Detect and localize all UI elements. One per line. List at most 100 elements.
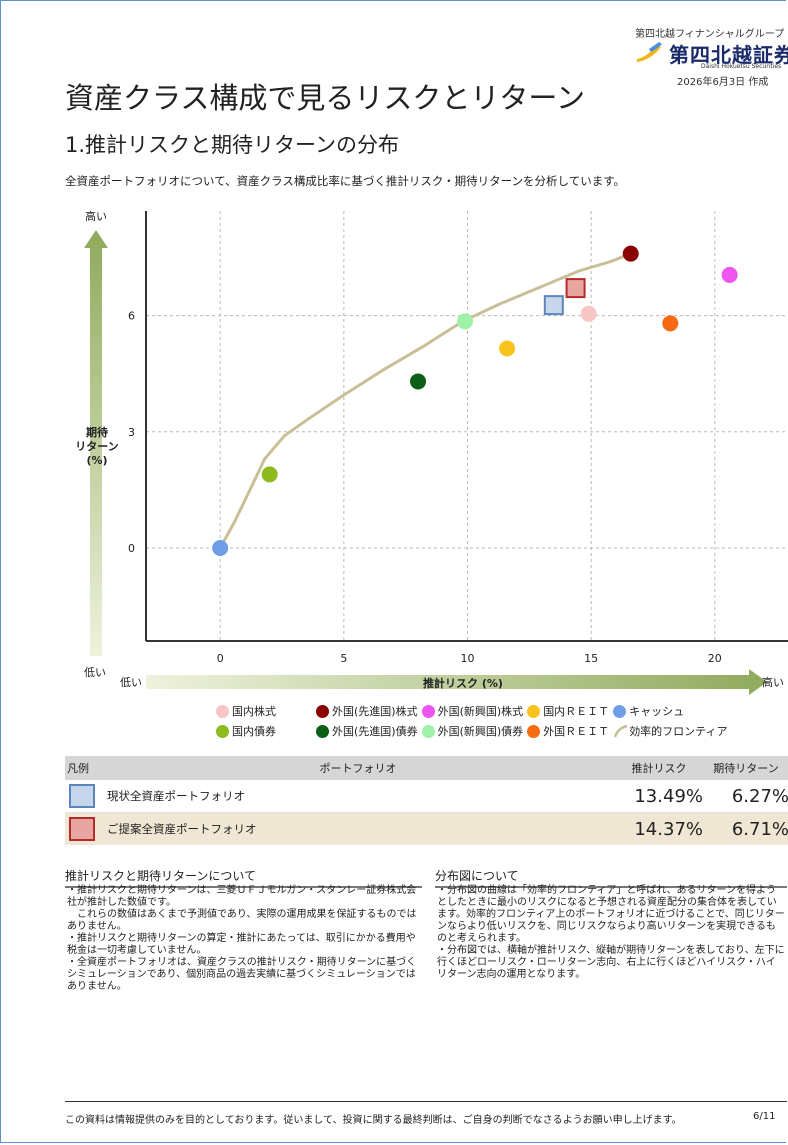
asset-point [662, 315, 679, 332]
created-date: 2026年6月3日 作成 [677, 77, 769, 88]
legend-label: 外国(先進国)株式 [332, 705, 418, 718]
legend-item: 国内株式 [216, 703, 276, 719]
note-left-bullet: これらの数値はあくまで予測値であり、実際の運用成果を保証するものではありません。 [67, 909, 417, 932]
legend-marker [216, 704, 229, 718]
portfolio-point [565, 278, 586, 299]
y-tick-label: 6 [128, 310, 135, 323]
note-right-body: ・分布図の曲線は「効率的フロンティア」と呼ばれ、あるリターンを得ようとしたときに… [437, 885, 785, 981]
note-left-bullet: ・全資産ポートフォリオは、資産クラスの推計リスク・期待リターンに基づくシミュレー… [67, 957, 417, 992]
footer-divider [65, 1101, 787, 1102]
y-axis-title-line1: 期待 [86, 425, 108, 439]
legend-marker [527, 724, 541, 738]
asset-point [580, 305, 597, 322]
legend-item-frontier: 効率的フロンティア [613, 723, 728, 739]
frontier-curve-icon [614, 724, 628, 738]
y-tick-label: 3 [128, 426, 135, 439]
brand-name: 第四北越証券 [669, 43, 788, 67]
header-return: 期待リターン [703, 756, 788, 780]
return-value: 6.27% [703, 780, 788, 813]
note-left-body: ・推計リスクと期待リターンは、三菱ＵＦＪモルガン・スタンレー証券株式会社が推計し… [67, 885, 425, 993]
x-tick-label: 15 [584, 652, 598, 665]
legend-label: 国内株式 [232, 705, 276, 718]
legend-row-2: 国内債券 外国(先進国)債券 外国(新興国)債券 外国ＲＥＩＴ 効率的フロンティア [216, 721, 788, 741]
note-right-title: 分布図について [435, 867, 787, 888]
portfolio-name: 現状全資産ポートフォリオ [101, 780, 615, 813]
proposed-portfolio-swatch [69, 817, 95, 841]
x-tick-label: 0 [217, 652, 224, 665]
portfolio-point [543, 295, 564, 316]
table-row: 現状全資産ポートフォリオ 13.49% 6.27% [65, 780, 788, 813]
legend-marker [316, 724, 329, 738]
y-axis-title-line3: (%) [86, 454, 107, 467]
table-row: ご提案全資産ポートフォリオ 14.37% 6.71% [65, 812, 788, 845]
risk-value: 14.37% [615, 812, 703, 845]
footer-disclaimer: この資料は情報提供のみを目的としております。従いまして、投資に関する最終判断は、… [65, 1115, 682, 1126]
page-title: 資産クラス構成で見るリスクとリターン [65, 81, 585, 115]
note-right-bullet: ・分布図では、横軸が推計リスク、縦軸が期待リターンを表しており、左下に行くほどロ… [437, 945, 785, 980]
legend-item: 外国(新興国)債券 [421, 723, 524, 739]
legend-item: 国内ＲＥＩＴ [527, 703, 609, 719]
portfolio-name: ご提案全資産ポートフォリオ [101, 812, 615, 845]
x-axis-title: 推計リスク (%) [423, 676, 503, 690]
return-value: 6.71% [703, 812, 788, 845]
x-high-label: 高い [762, 675, 784, 689]
portfolio-table: 凡例 ポートフォリオ 推計リスク 期待リターン 現状全資産ポートフォリオ 13.… [65, 756, 788, 845]
note-left-bullet: ・推計リスクと期待リターンは、三菱ＵＦＪモルガン・スタンレー証券株式会社が推計し… [67, 885, 417, 908]
brand-logo-icon [637, 42, 662, 62]
x-low-label: 低い [120, 676, 142, 689]
asset-point [721, 266, 738, 283]
brand-group-name: 第四北越フィナンシャルグループ [635, 29, 785, 40]
x-tick-label: 10 [461, 652, 475, 665]
legend-marker [421, 724, 435, 738]
legend-item: 外国(先進国)株式 [316, 703, 418, 719]
legend-item: キャッシュ [613, 703, 684, 719]
asset-point [212, 540, 229, 557]
brand-english-name: Daishi Hokuetsu Securities [701, 63, 782, 70]
x-axis-gradient-arrow [146, 669, 767, 695]
note-right-bullet: ・分布図の曲線は「効率的フロンティア」と呼ばれ、あるリターンを得ようとしたときに… [437, 885, 785, 944]
risk-value: 13.49% [615, 780, 703, 813]
legend-label: 外国(新興国)株式 [437, 705, 524, 718]
asset-point [410, 373, 427, 390]
y-axis-title-line2: リターン [75, 440, 118, 453]
legend-marker [527, 704, 541, 718]
page-number: 6/11 [753, 1111, 776, 1122]
legend-label: キャッシュ [629, 705, 685, 718]
header-portfolio: ポートフォリオ [101, 756, 615, 780]
legend-label: 外国(先進国)債券 [332, 725, 418, 738]
asset-point [499, 340, 516, 357]
y-axis-gradient-arrow [84, 230, 108, 656]
legend-marker [613, 704, 627, 718]
x-tick-label: 20 [708, 652, 722, 665]
legend-label: 効率的フロンティア [629, 725, 728, 738]
legend-row-1: 国内株式 外国(先進国)株式 外国(新興国)株式 国内ＲＥＩＴ キャッシュ [216, 701, 788, 721]
legend-marker [421, 704, 435, 718]
note-left-title: 推計リスクと期待リターンについて [65, 867, 422, 888]
legend-marker [316, 704, 329, 718]
y-tick-label: 0 [128, 542, 135, 555]
legend-cell [65, 812, 101, 845]
legend-item: 外国ＲＥＩＴ [527, 723, 609, 739]
y-low-label: 低い [84, 666, 106, 679]
asset-point [457, 313, 474, 330]
note-left-bullet: ・推計リスクと期待リターンの算定・推計にあたっては、取引にかかる費用や税金は一切… [67, 933, 416, 956]
legend-label: 外国ＲＥＩＴ [543, 725, 610, 738]
legend-label: 国内ＲＥＩＴ [543, 705, 610, 718]
legend-item: 外国(新興国)株式 [421, 703, 524, 719]
efficient-frontier-curve [218, 252, 632, 549]
legend-item: 国内債券 [216, 723, 276, 739]
legend-cell [65, 780, 101, 813]
lead-text: 全資産ポートフォリオについて、資産クラス構成比率に基づく推計リスク・期待リターン… [65, 174, 626, 188]
x-tick-label: 5 [340, 652, 347, 665]
asset-point [622, 245, 639, 262]
table-header-row: 凡例 ポートフォリオ 推計リスク 期待リターン [65, 756, 788, 780]
legend-marker [216, 724, 229, 738]
asset-point [261, 466, 278, 483]
legend-label: 国内債券 [232, 725, 276, 738]
chart-legend: 国内株式 外国(先進国)株式 外国(新興国)株式 国内ＲＥＩＴ キャッシュ 国内債券 外国… [216, 701, 788, 741]
y-high-label: 高い [85, 209, 107, 223]
risk-return-chart: 0 5 10 15 20 0 3 6 高い 低い 期待 リターン (%) 低い 高い 推計リス… [75, 209, 788, 695]
header-risk: 推計リスク [615, 756, 703, 780]
legend-label: 外国(新興国)債券 [437, 725, 524, 738]
